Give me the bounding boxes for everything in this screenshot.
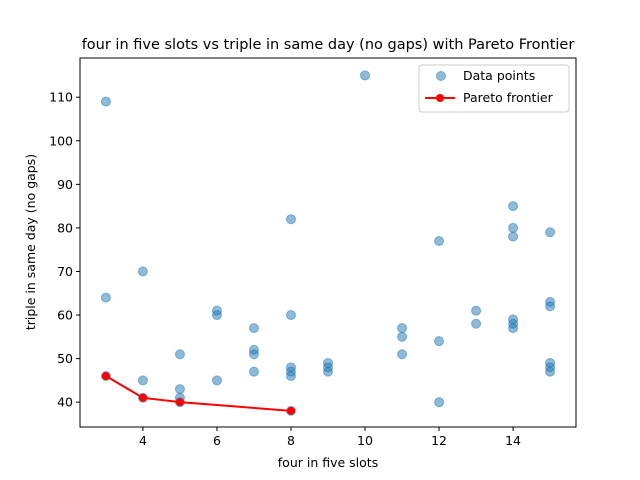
x-tick-label: 8	[287, 433, 295, 448]
data-point	[100, 292, 111, 303]
data-point	[397, 323, 408, 334]
y-tick-label: 70	[57, 264, 73, 279]
legend-scatter-marker-icon	[436, 71, 446, 81]
legend-label-data-points: Data points	[463, 68, 535, 83]
plot-frame	[79, 57, 577, 428]
data-point	[508, 201, 519, 212]
pareto-frontier-line	[105, 375, 292, 412]
data-point	[397, 331, 408, 342]
x-tick-label: 6	[213, 433, 221, 448]
legend: Data points Pareto frontier	[418, 64, 570, 113]
pareto-frontier-layer	[101, 372, 295, 415]
data-point	[285, 214, 296, 225]
y-tick-label: 80	[57, 220, 73, 235]
data-point	[508, 222, 519, 233]
data-point	[545, 227, 556, 238]
y-tick-label: 90	[57, 177, 73, 192]
data-point	[248, 349, 259, 360]
pareto-frontier-point	[138, 393, 147, 402]
legend-line-dot-icon	[436, 94, 444, 102]
data-point	[508, 323, 519, 334]
data-point	[434, 397, 445, 408]
data-point	[508, 231, 519, 242]
data-point	[248, 323, 259, 334]
data-point	[397, 349, 408, 360]
data-point	[360, 70, 371, 81]
data-point	[471, 305, 482, 316]
data-point	[323, 366, 333, 377]
x-tick-label: 10	[357, 433, 373, 448]
y-tick-label: 60	[57, 308, 73, 323]
x-tick-label: 12	[431, 433, 447, 448]
data-point	[211, 375, 222, 386]
data-point	[137, 375, 148, 386]
y-tick-label: 110	[49, 90, 73, 105]
data-point	[434, 336, 445, 347]
data-point	[248, 366, 259, 377]
y-axis-label: triple in same day (no gaps)	[23, 154, 38, 330]
data-point	[211, 310, 222, 321]
data-point	[174, 384, 185, 395]
pareto-frontier-point	[286, 406, 295, 415]
x-axis-label: four in five slots	[278, 455, 378, 470]
data-point	[285, 371, 296, 382]
data-point	[174, 349, 185, 360]
data-points-layer	[100, 70, 556, 416]
data-point	[434, 235, 445, 246]
y-tick-label: 50	[57, 351, 73, 366]
y-tick-label: 40	[57, 395, 73, 410]
pareto-frontier-point	[101, 372, 110, 381]
data-point	[285, 310, 296, 321]
data-point	[471, 318, 482, 329]
x-tick-label: 4	[139, 433, 147, 448]
legend-label-pareto-frontier: Pareto frontier	[463, 90, 554, 105]
data-point	[100, 96, 111, 107]
pareto-frontier-point	[175, 398, 184, 407]
x-tick-label: 14	[505, 433, 521, 448]
data-point	[545, 301, 556, 312]
legend-box	[418, 64, 570, 113]
data-point	[137, 266, 148, 277]
data-point	[545, 366, 556, 377]
y-tick-label: 100	[49, 133, 73, 148]
chart-title: four in five slots vs triple in same day…	[82, 37, 575, 53]
y-axis: 40 50 60 70 80 90 100 110	[49, 90, 80, 410]
x-axis: 4 6 8 10 12 14	[139, 427, 521, 448]
